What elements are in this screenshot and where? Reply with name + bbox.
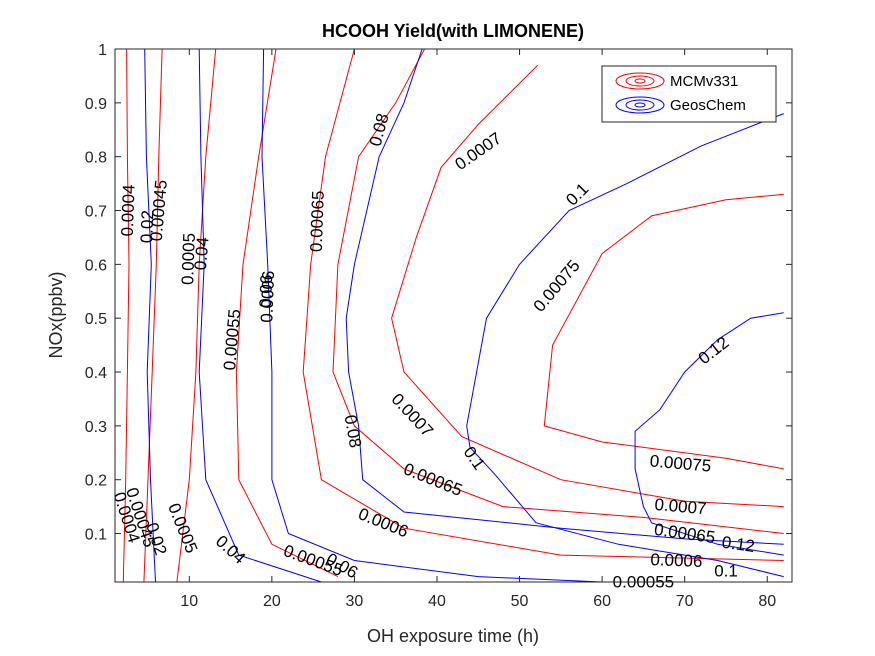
contour-label: 0.04 — [191, 236, 213, 271]
contour-label: 0.0006 — [650, 550, 703, 571]
y-tick-label: 0.7 — [85, 204, 107, 221]
geoschem-contour-0.04 — [198, 48, 322, 583]
x-tick-label: 50 — [511, 593, 529, 610]
contour-label: 0.12 — [721, 533, 756, 556]
y-tick-label: 0.5 — [85, 311, 107, 328]
x-axis-label: OH exposure time (h) — [367, 626, 539, 646]
x-tick-label: 70 — [676, 593, 694, 610]
y-tick-label: 0.6 — [85, 257, 107, 274]
mcm-contour-0.0005 — [176, 48, 217, 583]
contour-label: 0.02 — [137, 210, 157, 244]
legend-label-geoschem: GeosChem — [670, 97, 746, 114]
chart-title: HCOOH Yield(with LIMONENE) — [322, 21, 584, 41]
mcm-contour-0.0007 — [391, 64, 784, 508]
y-tick-label: 1 — [98, 42, 107, 59]
geoschem-contour-0.1 — [466, 113, 784, 578]
geoschem-contour-0.06 — [261, 48, 603, 583]
legend: MCMv331 GeosChem — [601, 65, 777, 123]
mcm-contour-0.00055 — [235, 48, 339, 578]
contour-label: 0.0004 — [118, 184, 139, 237]
geoschem-contour-0.02 — [144, 48, 156, 583]
plot-background — [115, 49, 792, 582]
plot-frame — [114, 48, 793, 583]
y-tick-label: 0.1 — [85, 527, 107, 544]
legend-label-mcm: MCMv331 — [670, 73, 738, 90]
contour-label: 0.0005 — [178, 233, 199, 286]
y-tick-label: 0.3 — [85, 419, 107, 436]
contour-label: 0.0007 — [654, 495, 707, 518]
x-tick-label: 60 — [593, 593, 611, 610]
y-tick-label: 0.8 — [85, 150, 107, 167]
contour-label: 0.06 — [256, 274, 276, 308]
y-tick-label: 0.4 — [85, 365, 107, 382]
y-tick-label: 0.9 — [85, 96, 107, 113]
x-tick-label: 80 — [758, 593, 776, 610]
mcm-contour-0.00065 — [332, 48, 784, 534]
legend-swatch-mcm — [615, 72, 665, 90]
contour-label: 0.00065 — [307, 190, 328, 252]
y-tick-label: 0.2 — [85, 473, 107, 490]
mcm-contour-0.00075 — [543, 193, 784, 470]
contour-label: 0.0006 — [257, 270, 278, 323]
x-tick-label: 30 — [346, 593, 364, 610]
axis-ticks: 10 20 30 40 50 60 70 80 0.1 0.2 0.3 0.4 0.5 0.6 0.7 0.8… — [85, 42, 792, 610]
mcm-contour-0.00045 — [143, 48, 163, 583]
x-tick-label: 20 — [263, 593, 281, 610]
contour-label: 0.1 — [714, 562, 738, 581]
legend-swatch-geoschem — [615, 96, 665, 114]
x-tick-label: 40 — [428, 593, 446, 610]
geoschem-contour-0.12 — [634, 312, 784, 556]
geoschem-contour-0.08 — [345, 48, 784, 545]
mcm-contour-0.0004 — [122, 48, 130, 583]
contour-lines — [122, 48, 784, 583]
x-tick-label: 10 — [180, 593, 198, 610]
y-axis-label: NOx(ppbv) — [46, 271, 66, 358]
mcm-contour-0.0006 — [302, 48, 784, 561]
